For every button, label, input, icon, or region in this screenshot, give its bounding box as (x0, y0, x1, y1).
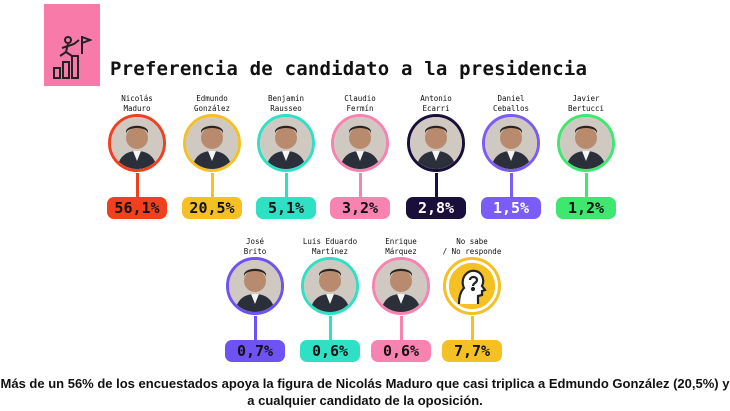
candidate-photo (301, 257, 359, 315)
candidate-photo (226, 257, 284, 315)
candidate-name: Antonio Ecarri (420, 94, 452, 113)
percentage-label: 7,7% (442, 340, 502, 362)
connector-stem (471, 316, 474, 340)
candidate-name: José Brito (243, 237, 267, 256)
candidate-photo (557, 114, 615, 172)
connector-stem (136, 173, 139, 197)
connector-stem (400, 316, 403, 340)
candidate-name: Enrique Márquez (385, 237, 417, 256)
percentage-label: 56,1% (107, 197, 167, 219)
candidate-photo (482, 114, 540, 172)
candidate-photo (331, 114, 389, 172)
question-head-icon (443, 257, 501, 315)
connector-stem (285, 173, 288, 197)
connector-stem (435, 173, 438, 197)
percentage-label: 3,2% (330, 197, 390, 219)
candidate-name: Javier Bertucci (567, 94, 605, 113)
candidate-photo (183, 114, 241, 172)
candidate-photo (407, 114, 465, 172)
connector-stem (329, 316, 332, 340)
percentage-label: 2,8% (406, 197, 466, 219)
connector-stem (359, 173, 362, 197)
candidate-name: Edmundo González (193, 94, 231, 113)
percentage-label: 5,1% (256, 197, 316, 219)
connector-stem (211, 173, 214, 197)
candidate-name: No sabe / No responde (442, 237, 502, 256)
connector-stem (254, 316, 257, 340)
percentage-label: 1,2% (556, 197, 616, 219)
candidate-name: Daniel Ceballos (492, 94, 530, 113)
connector-stem (585, 173, 588, 197)
climbing-to-flag-icon (53, 36, 92, 79)
percentage-label: 0,6% (371, 340, 431, 362)
candidate-photo (372, 257, 430, 315)
candidate-name: Benjamín Rausseo (267, 94, 305, 113)
candidate-name: Luis Eduardo Martínez (302, 237, 358, 256)
caption: Más de un 56% de los encuestados apoya l… (0, 376, 730, 408)
percentage-label: 20,5% (182, 197, 242, 219)
percentage-label: 1,5% (481, 197, 541, 219)
percentage-label: 0,6% (300, 340, 360, 362)
page-title: Preferencia de candidato a la presidenci… (110, 58, 588, 80)
connector-stem (510, 173, 513, 197)
candidate-name: Claudio Fermín (344, 94, 376, 113)
percentage-label: 0,7% (225, 340, 285, 362)
candidate-photo (108, 114, 166, 172)
logo-badge (44, 4, 100, 86)
candidate-name: Nicolás Maduro (121, 94, 153, 113)
candidate-photo (257, 114, 315, 172)
